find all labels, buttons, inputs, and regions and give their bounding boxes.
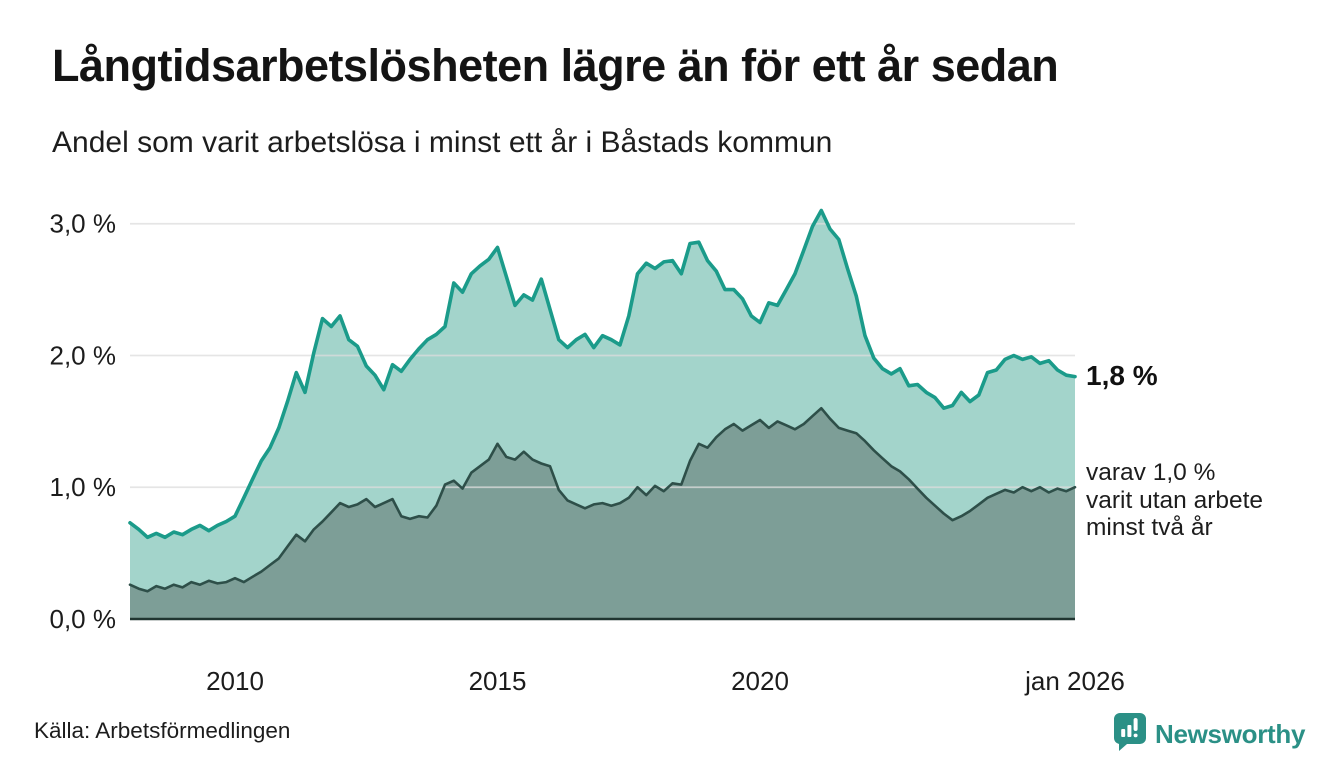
two-year-annotation: varav 1,0 % varit utan arbete minst två … [1086,459,1263,542]
newsworthy-brand-text: Newsworthy [1155,719,1306,749]
newsworthy-brand: Newsworthy [1113,712,1305,757]
x-tick-jan 2026: jan 2026 [1024,666,1125,696]
y-tick-1,0 %: 1,0 % [50,472,117,502]
newsworthy-logo-icon [1113,712,1147,757]
y-tick-3,0 %: 3,0 % [50,209,117,239]
two-year-annotation-line1: varav 1,0 % [1086,459,1216,487]
y-tick-2,0 %: 2,0 % [50,340,117,370]
latest-value-annotation: 1,8 % [1086,359,1158,391]
y-tick-0,0 %: 0,0 % [50,604,117,634]
two-year-annotation-line2: varit utan arbete [1086,486,1264,514]
x-tick-2010: 2010 [206,666,264,696]
x-tick-2015: 2015 [469,666,527,696]
total-series-line [128,208,1077,540]
chart-subtitle: Andel som varit arbetslösa i minst ett å… [52,126,833,159]
two-year-annotation-line3: minst två år [1086,514,1213,542]
two-year-series-line [128,406,1077,593]
two-year-series-area [130,408,1075,619]
page-title: Långtidsarbetslösheten lägre än för ett … [52,40,1059,91]
source-caption: Källa: Arbetsförmedlingen [34,718,291,743]
x-tick-2020: 2020 [731,666,789,696]
